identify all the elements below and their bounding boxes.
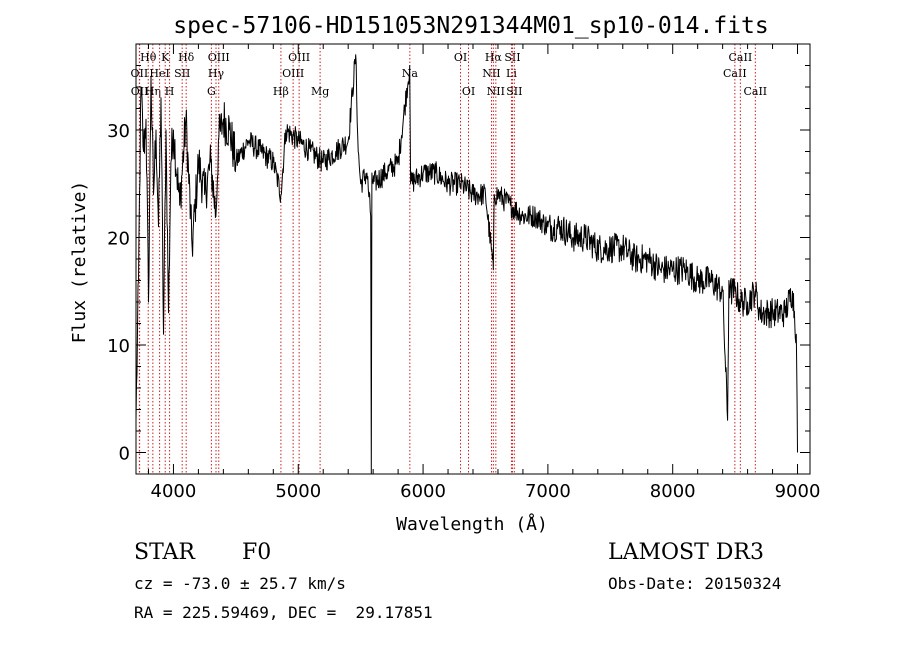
line-label-19: NII: [482, 67, 500, 80]
x-tick-label-0: 4000: [151, 481, 197, 502]
x-tick-label-2: 6000: [400, 481, 446, 502]
line-label-6: H: [165, 85, 175, 98]
line-label-7: SII: [174, 67, 190, 80]
line-label-13: OIII: [282, 67, 304, 80]
x-tick-label-5: 9000: [775, 481, 821, 502]
object-subclass: F0: [242, 540, 272, 565]
line-label-15: Mg: [311, 85, 329, 98]
line-label-10: Hγ: [208, 67, 225, 80]
observation-date: Obs-Date: 20150324: [608, 574, 782, 593]
y-tick-label-0: 0: [119, 444, 130, 465]
line-label-22: Li: [506, 67, 517, 80]
line-label-17: OI: [454, 51, 467, 64]
line-label-11: OIII: [208, 51, 230, 64]
line-label-2: Hθ: [140, 51, 157, 64]
line-label-4: HeI: [149, 67, 169, 80]
x-axis-label: Wavelength (Å): [396, 513, 548, 535]
line-label-3: Hη: [145, 85, 161, 98]
line-label-24: SII: [506, 85, 522, 98]
x-tick-label-4: 8000: [650, 481, 696, 502]
spectrum-line-0: [135, 54, 798, 475]
line-label-12: Hβ: [273, 85, 289, 98]
y-axis-label: Flux (relative): [69, 181, 90, 344]
line-label-26: CaII: [729, 51, 753, 64]
line-label-23: SII: [504, 51, 520, 64]
x-tick-label-1: 5000: [275, 481, 321, 502]
line-label-21: NII: [487, 85, 505, 98]
y-tick-label-2: 20: [107, 229, 130, 250]
plot-axes: 4000 5000 6000 7000 8000 9000 0 10 20 30: [107, 43, 821, 502]
plot-frame: [135, 43, 811, 475]
line-label-25: CaII: [723, 67, 747, 80]
line-label-8: Hδ: [178, 51, 195, 64]
y-tick-label-1: 10: [107, 336, 130, 357]
spectral-line-markers: OIIOIIHθHηHeIKHSIIHδGHγOIIIHβOIIIOIIIMgN…: [131, 44, 767, 474]
line-label-5: K: [161, 51, 170, 64]
survey-name: LAMOST DR3: [608, 540, 764, 565]
line-label-1: OII: [131, 85, 149, 98]
object-class: STAR: [134, 540, 195, 565]
spectrum-series: [135, 54, 798, 475]
y-tick-label-3: 30: [107, 121, 130, 142]
x-tick-label-3: 7000: [525, 481, 571, 502]
line-label-9: G: [207, 85, 216, 98]
line-label-18: OI: [462, 85, 475, 98]
line-label-20: Hα: [485, 51, 503, 64]
coordinates-readout: RA = 225.59469, DEC = 29.17851: [134, 603, 433, 622]
chart-title: spec-57106-HD151053N291344M01_sp10-014.f…: [173, 13, 768, 39]
line-label-14: OIII: [288, 51, 310, 64]
redshift-readout: cz = -73.0 ± 25.7 km/s: [134, 574, 346, 593]
line-label-27: CaII: [743, 85, 767, 98]
